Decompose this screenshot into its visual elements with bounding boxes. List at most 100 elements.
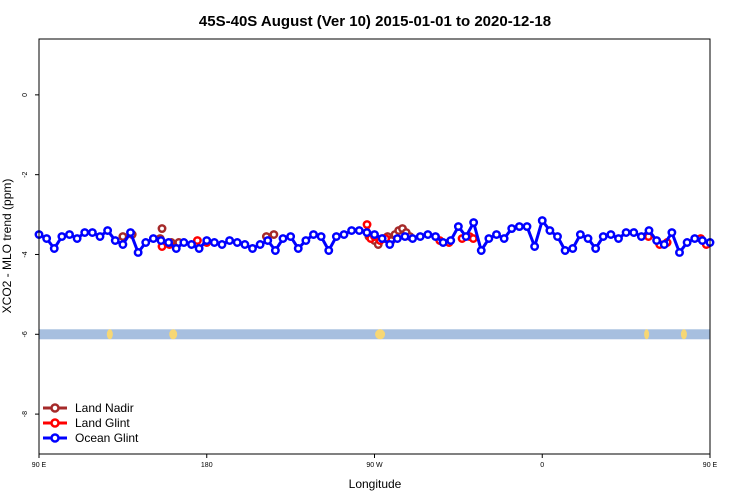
data-point [157, 224, 167, 233]
data-point [453, 222, 463, 231]
data-point [240, 240, 250, 249]
plot-frame [38, 38, 711, 455]
data-point [408, 234, 418, 243]
data-point [225, 236, 235, 245]
data-point [446, 236, 456, 245]
data-point [110, 236, 120, 245]
land-patch [644, 329, 650, 340]
data-point [591, 244, 601, 253]
data-point [423, 230, 433, 239]
data-point [339, 230, 349, 239]
data-point [636, 232, 646, 241]
data-point [537, 216, 547, 226]
data-point [248, 244, 257, 253]
x-tick-label: 90 E [32, 462, 47, 469]
data-point [354, 226, 364, 235]
data-point [431, 232, 440, 241]
data-point [568, 244, 578, 253]
data-point [255, 240, 265, 249]
data-point [72, 234, 82, 243]
y-tick-label: 0 [22, 93, 29, 97]
data-point [560, 246, 570, 255]
data-point [606, 230, 616, 239]
data-point [103, 226, 113, 235]
x-tick-label: 90 W [366, 462, 383, 469]
data-point [118, 232, 128, 241]
data-point [476, 246, 486, 255]
data-point [583, 234, 593, 243]
legend-label: Land Nadir [75, 401, 134, 415]
data-point [644, 226, 654, 235]
data-point [65, 230, 74, 239]
x-axis-label: Longitude [349, 477, 402, 491]
data-point [269, 230, 279, 239]
legend-marker [50, 403, 60, 413]
data-point [385, 240, 395, 249]
data-point [675, 248, 684, 257]
data-point [438, 238, 448, 247]
data-point [690, 234, 700, 243]
data-point [126, 228, 135, 237]
data-point [545, 226, 555, 235]
data-point [652, 236, 662, 245]
data-point [80, 228, 90, 237]
data-point [301, 236, 311, 245]
data-point [553, 232, 562, 241]
data-point [392, 234, 402, 243]
series-layer [34, 216, 715, 257]
data-point [192, 236, 202, 245]
data-point [507, 224, 517, 233]
data-point [217, 240, 227, 249]
x-tick-label: 180 [201, 462, 213, 469]
data-point [270, 246, 280, 255]
data-point [659, 240, 669, 249]
data-point [87, 228, 97, 237]
data-point [156, 236, 166, 245]
data-point [629, 228, 639, 237]
data-point [133, 248, 143, 257]
y-tick-label: -8 [22, 411, 29, 417]
data-point [468, 234, 478, 243]
data-point [194, 244, 204, 253]
data-point [278, 234, 288, 243]
data-point [514, 222, 524, 231]
data-point [347, 226, 357, 235]
data-point [522, 222, 532, 231]
data-point [331, 232, 341, 241]
y-tick-label: -2 [22, 171, 29, 177]
land-ocean-strip [39, 329, 710, 340]
chart-title: 45S-40S August (Ver 10) 2015-01-01 to 20… [199, 13, 551, 30]
data-point [370, 230, 379, 239]
data-point [42, 234, 52, 243]
data-point [95, 232, 105, 241]
land-patch [169, 329, 178, 340]
data-point [598, 232, 608, 241]
data-point [614, 234, 623, 243]
data-point [263, 236, 273, 245]
legend-label: Land Glint [75, 416, 130, 430]
data-point [697, 236, 707, 245]
data-point [171, 244, 181, 253]
data-point [530, 242, 540, 251]
data-point [164, 238, 174, 247]
data-point [377, 234, 387, 243]
data-point [362, 228, 372, 237]
data-point [316, 232, 326, 241]
land-patch [106, 329, 113, 340]
data-point [118, 240, 128, 249]
data-point [492, 230, 501, 239]
data-point [293, 244, 303, 253]
data-point [286, 232, 296, 241]
x-tick-label: 90 E [703, 462, 718, 469]
x-tick-label: 0 [540, 462, 544, 469]
data-point [682, 238, 692, 247]
legend-label: Ocean Glint [75, 431, 139, 445]
data-point [187, 240, 196, 249]
data-point [575, 230, 585, 239]
data-point [415, 232, 425, 241]
data-point [148, 234, 158, 243]
data-point [469, 218, 479, 228]
data-point [484, 234, 494, 243]
